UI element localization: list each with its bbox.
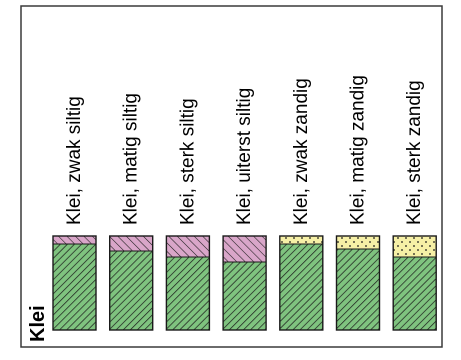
column-box (52, 235, 97, 331)
legend-column: Klei, zwak zandig (279, 78, 324, 331)
column-label: Klei, matig siltig (121, 93, 142, 225)
column-label: Klei, zwak siltig (64, 96, 85, 225)
column-label: Klei, matig zandig (348, 75, 369, 225)
column-label: Klei, zwak zandig (291, 78, 312, 225)
sand-segment (336, 236, 380, 249)
clay-segment (336, 249, 380, 330)
column-box (165, 235, 211, 331)
clay-segment (393, 257, 437, 330)
clay-segment (166, 257, 210, 330)
legend-frame (20, 5, 443, 348)
column-box (335, 235, 381, 331)
clay-segment (109, 251, 153, 330)
column-label: Klei, sterk siltig (177, 98, 198, 225)
sand-segment (393, 236, 437, 257)
legend-title: Klei (27, 305, 49, 342)
clay-segment (279, 244, 323, 330)
column-box (279, 235, 324, 331)
sand-segment (279, 236, 323, 244)
legend-columns: Klei, zwak siltig Klei, matig siltig Klei,… (52, 75, 437, 331)
legend-column: Klei, matig zandig (335, 75, 381, 331)
legend-column: Klei, sterk siltig (165, 98, 211, 331)
silt-segment (166, 236, 210, 257)
silt-segment (109, 236, 153, 251)
legend-column: Klei, zwak siltig (52, 96, 97, 331)
clay-segment (53, 244, 96, 330)
silt-segment (223, 236, 267, 262)
column-label: Klei, sterk zandig (404, 80, 425, 225)
column-box (222, 235, 267, 331)
column-box (392, 235, 437, 331)
column-box (108, 235, 154, 331)
clay-segment (223, 262, 267, 330)
silt-segment (53, 236, 96, 244)
legend-column: Klei, matig siltig (108, 93, 154, 331)
column-label: Klei, uiterst siltig (234, 88, 255, 225)
legend-column: Klei, sterk zandig (392, 80, 437, 331)
legend-column: Klei, uiterst siltig (222, 88, 267, 331)
